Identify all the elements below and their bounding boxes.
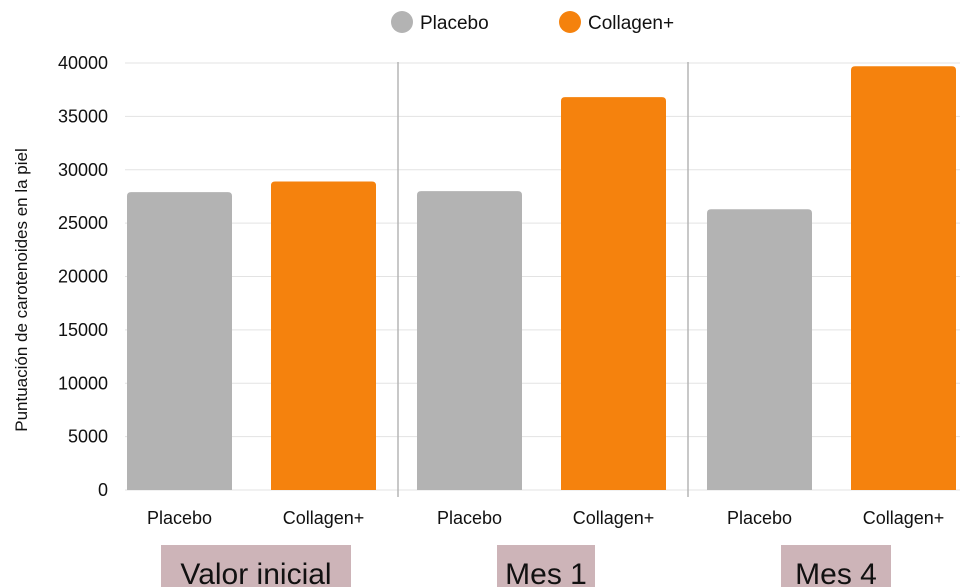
- y-tick-label: 15000: [58, 320, 108, 340]
- bars: [127, 66, 956, 491]
- y-tick-label: 5000: [68, 427, 108, 447]
- y-tick-label: 10000: [58, 373, 108, 393]
- y-tick-label: 40000: [58, 53, 108, 73]
- group-label: Mes 1: [505, 558, 587, 587]
- y-tick-label: 20000: [58, 267, 108, 287]
- bar-placebo: [707, 209, 812, 490]
- y-tick-label: 0: [98, 480, 108, 500]
- y-axis-label: Puntuación de carotenoides en la piel: [12, 148, 31, 432]
- group-label-background: [497, 545, 595, 587]
- legend-marker: [559, 11, 581, 33]
- bar-collagen: [851, 66, 956, 490]
- gridlines: [125, 62, 960, 491]
- x-category-label: Placebo: [437, 508, 502, 528]
- x-category-label: Placebo: [727, 508, 792, 528]
- legend-marker: [391, 11, 413, 33]
- bar-collagen: [561, 97, 666, 490]
- group-label-background: [161, 545, 351, 587]
- group-separators: [397, 62, 689, 497]
- x-category-label: Collagen+: [863, 508, 945, 528]
- x-category-label: Collagen+: [573, 508, 655, 528]
- legend-label: Placebo: [420, 13, 489, 34]
- x-category-label: Collagen+: [283, 508, 365, 528]
- bar-collagen: [271, 181, 376, 490]
- y-axis-ticks: 0 5000 10000 15000 20000 25000 30000 35000 40000: [58, 53, 108, 500]
- x-category-label: Placebo: [147, 508, 212, 528]
- group-label-background: [781, 545, 891, 587]
- legend-label: Collagen+: [588, 13, 674, 34]
- y-tick-label: 30000: [58, 160, 108, 180]
- legend: Placebo Collagen+: [391, 11, 674, 34]
- bar-placebo: [417, 191, 522, 490]
- bar-placebo: [127, 192, 232, 491]
- y-tick-label: 25000: [58, 213, 108, 233]
- group-label: Valor inicial: [180, 558, 331, 587]
- y-tick-label: 35000: [58, 106, 108, 126]
- group-labels: Valor inicial Mes 1 Mes 4: [161, 545, 891, 587]
- x-axis-categories: Placebo Collagen+ Placebo Collagen+ Placebo C…: [147, 508, 944, 528]
- group-label: Mes 4: [795, 558, 877, 587]
